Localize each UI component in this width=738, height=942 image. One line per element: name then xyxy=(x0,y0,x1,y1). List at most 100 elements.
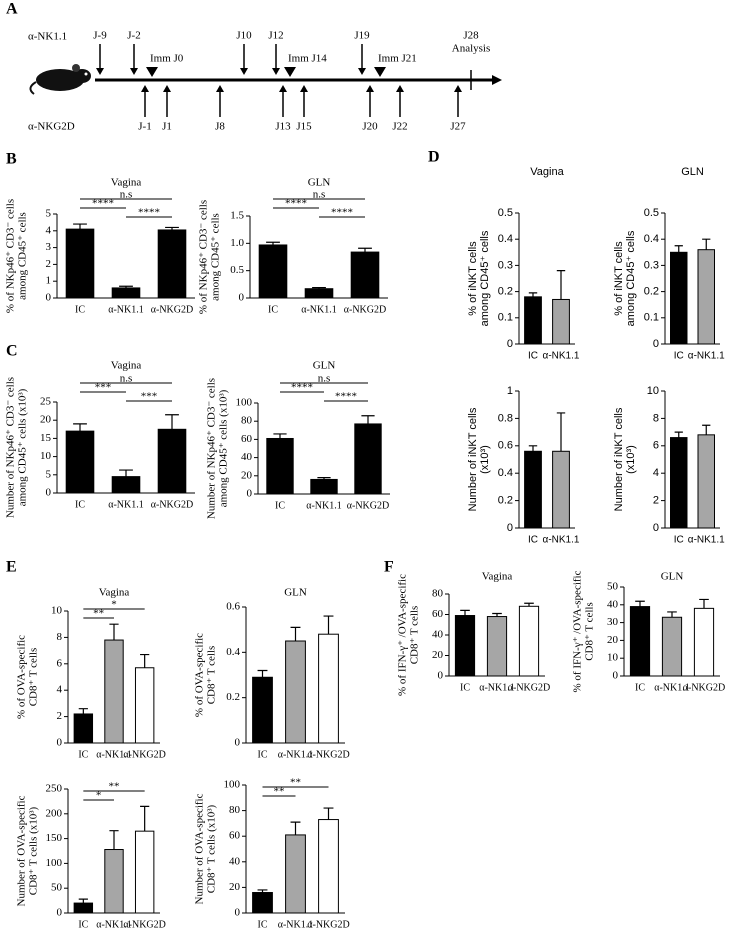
significance-label: **** xyxy=(138,207,160,219)
day-label: J-1 xyxy=(138,121,151,133)
error-bar xyxy=(317,477,331,480)
significance-label: ** xyxy=(290,777,301,789)
arrowhead xyxy=(141,85,149,92)
day-label: J22 xyxy=(392,121,407,133)
arrowhead xyxy=(130,68,138,75)
y-tick-label: 150 xyxy=(46,832,63,844)
bar xyxy=(486,616,508,677)
y-axis-label: Number of NKp46⁺ CD3⁻ cells xyxy=(206,378,218,519)
treatment-label: α-NKG2D xyxy=(28,121,75,133)
y-tick-label: 0.1 xyxy=(498,312,513,324)
y-axis-label: among CD45⁺ cells xyxy=(210,213,222,301)
y-axis-label: (x10³) xyxy=(625,445,637,474)
y-axis-label: CD8⁺ T cells xyxy=(409,606,421,665)
y-tick-label: 2 xyxy=(57,710,63,722)
y-tick-label: 100 xyxy=(224,779,241,791)
day-label: J8 xyxy=(215,121,225,133)
error-bar xyxy=(524,602,534,607)
y-axis-label: % of iNKT cells xyxy=(467,241,479,316)
panel-label: D xyxy=(428,149,440,166)
significance-label: n.s xyxy=(318,373,331,385)
y-tick-label: 8 xyxy=(653,412,659,424)
significance-label: **** xyxy=(331,207,353,219)
x-tick-label: α-NK1.1 xyxy=(278,749,314,760)
y-tick-label: 10 xyxy=(647,385,659,397)
arrowhead xyxy=(240,68,248,75)
x-tick-label: α-NK1.1 xyxy=(543,535,580,546)
bar-chart: GLN 0 20 40 60 80 100 Number of NKp46⁺ CD3⁻ cel… xyxy=(206,360,390,519)
bar-chart: Vagina 0 1 2 3 4 5 % of NKp46⁺ CD3⁻ cells among … xyxy=(5,177,195,315)
x-tick-label: α-NK1.1 xyxy=(108,304,144,315)
immunization-label: Imm J14 xyxy=(288,53,327,65)
error-bar xyxy=(266,241,280,245)
y-axis-label: Number of OVA-specific xyxy=(16,795,28,906)
panel-label: A xyxy=(6,1,18,18)
bar xyxy=(693,607,715,677)
y-tick-label: 0.2 xyxy=(644,286,659,298)
x-tick-label: IC xyxy=(674,351,684,362)
bar xyxy=(670,251,688,345)
immunization-marker xyxy=(284,67,296,77)
significance-label: n.s xyxy=(120,189,133,201)
y-tick-label: 1 xyxy=(507,385,513,397)
y-tick-label: 20 xyxy=(607,634,619,646)
y-tick-label: 50 xyxy=(51,882,63,894)
y-tick-label: 0 xyxy=(235,907,241,919)
timeline-arrowhead xyxy=(492,75,502,85)
x-tick-label: IC xyxy=(78,919,88,930)
y-tick-label: 0.5 xyxy=(230,264,244,276)
x-tick-label: α-NKG2D xyxy=(344,304,386,315)
bar xyxy=(697,249,715,345)
x-tick-label: α-NKG2D xyxy=(683,682,725,693)
y-tick-label: 60 xyxy=(229,830,241,842)
y-tick-label: 0.5 xyxy=(498,207,513,219)
bar xyxy=(134,830,155,914)
x-tick-label: IC xyxy=(75,304,85,315)
y-tick-label: 100 xyxy=(46,857,63,869)
x-tick-label: IC xyxy=(674,535,684,546)
arrowhead xyxy=(300,85,308,92)
y-tick-label: 20 xyxy=(229,881,241,893)
day-label: J19 xyxy=(354,30,370,42)
bar-chart: Vagina 0 2 4 6 8 10 % of OVA-specific CD8⁺ T cel… xyxy=(16,587,166,761)
y-tick-label: 4 xyxy=(57,684,63,696)
y-axis-label: % of IFN-γ⁺ /OVA-specific xyxy=(572,570,584,692)
significance-label: n.s xyxy=(120,373,133,385)
day-label: J12 xyxy=(268,30,283,42)
y-tick-label: 60 xyxy=(432,608,444,620)
y-axis-label: CD8⁺ T cells (x10³) xyxy=(28,806,40,895)
chart-title: Vagina xyxy=(111,360,142,372)
bar xyxy=(65,228,95,299)
significance-label: *** xyxy=(95,382,112,394)
significance-label: ** xyxy=(109,781,120,793)
y-tick-label: 0 xyxy=(507,338,513,350)
y-tick-label: 100 xyxy=(236,397,253,409)
error-bar xyxy=(165,226,179,230)
chart-title: Vagina xyxy=(111,177,142,189)
y-tick-label: 5 xyxy=(46,208,52,220)
y-tick-label: 10 xyxy=(607,652,619,664)
error-bar xyxy=(528,445,538,452)
bar xyxy=(104,849,124,914)
error-bar xyxy=(323,615,334,635)
bar-chart: Vagina 0 5 10 15 20 25 Number of NKp46⁺ CD3⁻ ce… xyxy=(5,360,195,518)
chart-title: GLN xyxy=(661,571,684,583)
significance-label: n.s xyxy=(313,189,326,201)
bar xyxy=(518,605,540,677)
y-tick-label: 1.5 xyxy=(230,210,244,222)
error-bar xyxy=(78,708,88,714)
analysis-label: J28 xyxy=(463,30,479,42)
error-bar xyxy=(78,898,88,904)
bar-chart: 0 2 4 6 8 10 Number of iNKT cells (x10³) IC α-NK1… xyxy=(613,385,725,546)
bar xyxy=(73,713,94,744)
bar xyxy=(629,606,651,677)
x-tick-label: α-NK1.1 xyxy=(543,351,580,362)
error-bar xyxy=(492,612,502,617)
significance-label: **** xyxy=(285,198,307,210)
bar xyxy=(65,430,95,494)
panel-label: C xyxy=(6,343,18,360)
significance-label: * xyxy=(96,790,102,802)
day-label: J13 xyxy=(275,121,291,133)
error-bar xyxy=(73,223,87,230)
arrowhead xyxy=(454,85,462,92)
